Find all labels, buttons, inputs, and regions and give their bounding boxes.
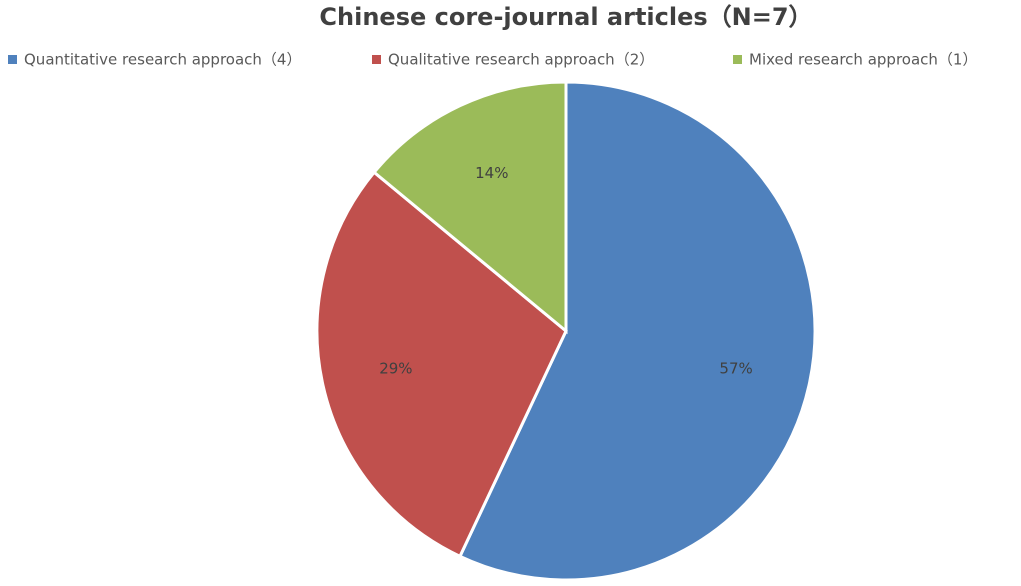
legend-label: Qualitative research approach（2） (388, 51, 654, 69)
legend-label: Quantitative research approach（4） (24, 51, 301, 69)
legend-swatch (8, 55, 17, 64)
chart-title: Chinese core-journal articles（N=7） (319, 3, 812, 31)
data-label: 14% (475, 164, 508, 182)
pie-slice (457, 80, 817, 582)
legend-swatch (372, 55, 381, 64)
pie-slice (315, 170, 568, 559)
legend-label: Mixed research approach（1） (749, 51, 977, 69)
pie-slice (372, 80, 568, 335)
legend-swatch (733, 55, 742, 64)
data-label: 29% (379, 360, 412, 378)
data-label: 57% (719, 360, 752, 378)
